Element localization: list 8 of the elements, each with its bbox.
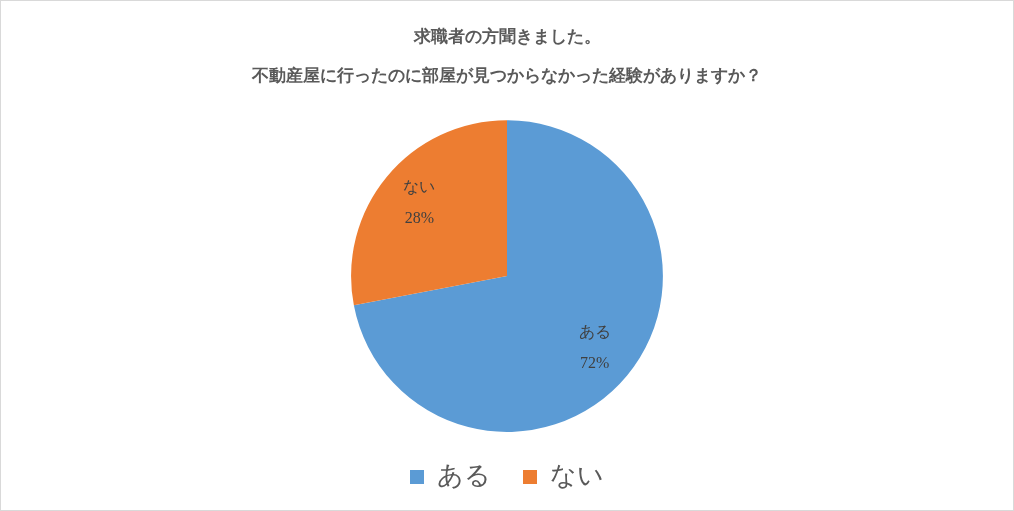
slice-label: ない (403, 178, 436, 196)
chart-subtitle: 不動産屋に行ったのに部屋が見つからなかった経験がありますか？ (251, 65, 762, 85)
legend-label: ない (550, 460, 604, 490)
data-label: 28% (404, 209, 434, 227)
chart-title: 求職者の方聞きました。 (412, 27, 601, 47)
slice-label: ある (578, 323, 611, 341)
data-label: 72% (580, 354, 610, 372)
legend-label: ある (437, 460, 491, 490)
